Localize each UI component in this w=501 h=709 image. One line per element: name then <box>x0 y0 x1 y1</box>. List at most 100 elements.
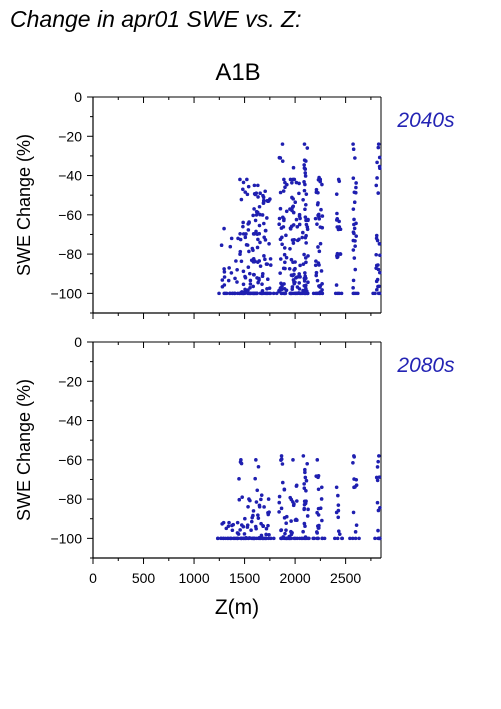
data-point <box>292 237 297 242</box>
data-point <box>241 291 245 296</box>
data-point <box>316 201 320 205</box>
data-point <box>292 268 296 272</box>
data-point <box>247 291 252 296</box>
data-point <box>313 216 318 221</box>
data-point <box>246 265 251 270</box>
data-point <box>263 238 268 242</box>
data-point <box>297 181 301 186</box>
data-point <box>256 183 260 188</box>
data-point <box>257 231 262 236</box>
data-point <box>315 222 319 226</box>
data-point <box>340 536 345 541</box>
data-point <box>357 536 361 541</box>
data-point <box>279 454 284 458</box>
data-point <box>320 288 324 292</box>
data-point <box>240 495 245 499</box>
data-point <box>233 291 237 296</box>
data-point <box>222 275 227 279</box>
data-point <box>297 222 302 227</box>
data-point <box>375 176 379 180</box>
x-tick-label: 0 <box>89 570 97 586</box>
data-point <box>351 207 356 211</box>
y-tick-label: −100 <box>50 285 82 301</box>
data-point <box>246 228 251 232</box>
data-point <box>292 281 297 286</box>
period-label: 2040s <box>396 109 455 132</box>
data-point <box>305 146 310 150</box>
data-point <box>271 291 276 296</box>
data-point <box>289 497 294 502</box>
data-point <box>304 222 309 227</box>
data-point <box>335 536 340 541</box>
data-point <box>281 225 286 229</box>
data-point <box>354 234 359 238</box>
y-tick-label: −80 <box>58 246 82 262</box>
data-point <box>256 464 261 469</box>
data-point <box>258 264 263 268</box>
data-point <box>284 209 289 214</box>
data-point <box>352 231 356 236</box>
data-point <box>302 163 306 167</box>
data-point <box>302 482 306 486</box>
data-point <box>305 461 309 466</box>
data-point <box>350 536 355 541</box>
data-point <box>259 533 264 538</box>
data-point <box>268 197 272 201</box>
data-point <box>220 278 225 282</box>
data-point <box>353 190 358 195</box>
data-point <box>376 508 381 513</box>
data-point <box>304 202 308 207</box>
data-point <box>354 477 359 482</box>
data-point <box>282 177 286 182</box>
data-point <box>351 460 355 465</box>
data-point <box>248 278 253 283</box>
data-point <box>336 503 341 507</box>
data-point <box>311 536 315 541</box>
data-point <box>293 291 298 296</box>
data-point <box>284 233 288 238</box>
data-point <box>334 192 339 196</box>
data-point <box>297 272 301 276</box>
data-point <box>303 475 308 480</box>
data-point <box>279 528 284 532</box>
data-point <box>278 257 283 261</box>
data-point <box>316 536 320 541</box>
data-point <box>318 241 323 246</box>
data-point <box>254 526 258 531</box>
data-point <box>377 291 382 296</box>
data-point <box>336 493 340 498</box>
data-point <box>302 142 307 146</box>
data-point <box>259 497 263 502</box>
data-point <box>304 159 308 163</box>
data-point <box>250 246 255 251</box>
data-point <box>291 241 296 245</box>
data-point <box>244 232 248 236</box>
data-point <box>293 200 298 205</box>
data-point <box>333 536 337 541</box>
data-point <box>277 216 282 221</box>
data-point <box>267 242 271 246</box>
data-point <box>351 278 356 283</box>
data-point <box>354 221 358 226</box>
data-point <box>315 510 319 515</box>
data-point <box>304 260 308 265</box>
data-point <box>248 285 252 290</box>
data-point <box>290 180 294 185</box>
data-point <box>280 462 285 466</box>
data-point <box>352 291 356 296</box>
data-point <box>304 192 309 196</box>
data-point <box>294 180 299 185</box>
data-point <box>294 217 299 222</box>
data-point <box>262 254 266 258</box>
data-point <box>251 291 255 296</box>
data-point <box>305 514 310 518</box>
data-point <box>378 253 382 258</box>
data-point <box>317 217 322 221</box>
y-tick-label: −40 <box>58 413 82 429</box>
data-point <box>248 271 252 276</box>
data-point <box>281 189 286 193</box>
data-point <box>376 263 380 267</box>
data-point <box>220 284 225 289</box>
data-point <box>295 224 300 229</box>
data-point <box>247 249 251 254</box>
